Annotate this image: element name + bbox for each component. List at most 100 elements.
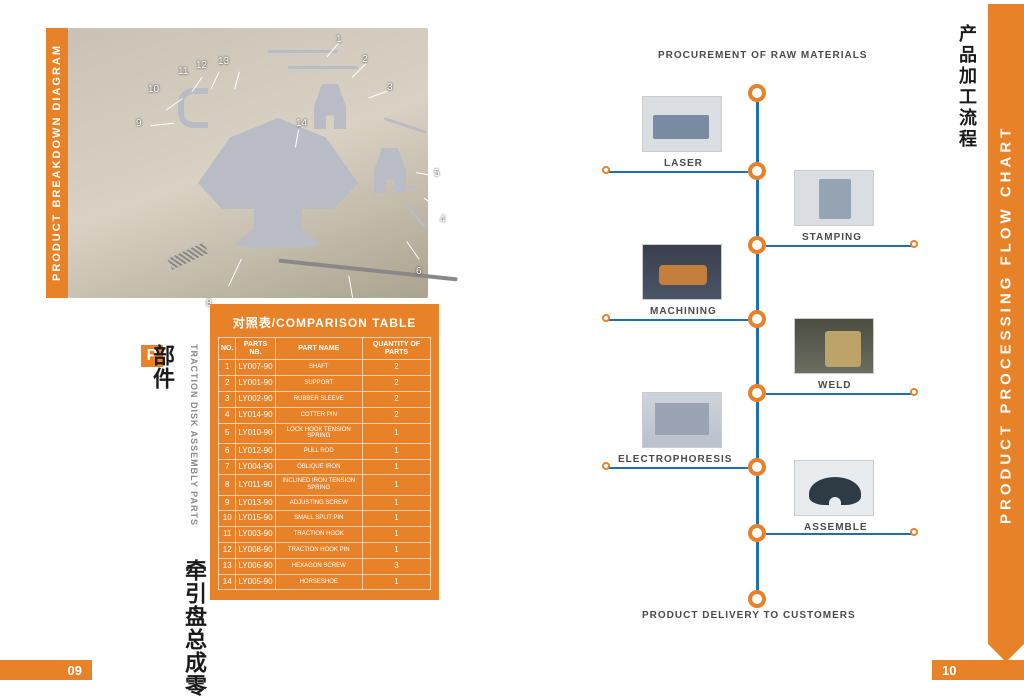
cell-name: RUBBER SLEEVE bbox=[275, 391, 362, 407]
cell-no: 10 bbox=[219, 511, 236, 527]
step-thumb-laser bbox=[642, 96, 722, 152]
callout-2: 2 bbox=[362, 54, 368, 65]
flow-chart-label-cn: 产品加工流程 bbox=[954, 24, 980, 150]
cell-no: 4 bbox=[219, 407, 236, 423]
col-name: PART NAME bbox=[275, 338, 362, 360]
cell-no: 1 bbox=[219, 360, 236, 376]
flow-chart-bar: PRODUCT PROCESSING FLOW CHART bbox=[988, 4, 1024, 644]
right-page: PRODUCT PROCESSING FLOW CHART 产品加工流程 PRO… bbox=[512, 0, 1024, 700]
cell-qty: 1 bbox=[362, 527, 430, 543]
callout-14: 14 bbox=[296, 118, 307, 129]
table-row: 6LY012-90PULL ROD1 bbox=[219, 443, 431, 459]
cell-qty: 2 bbox=[362, 376, 430, 392]
cell-nb: LY010-90 bbox=[236, 423, 275, 443]
process-flow-chart: PROCUREMENT OF RAW MATERIALS LASER STAMP… bbox=[598, 50, 928, 650]
col-no: NO. bbox=[219, 338, 236, 360]
cell-nb: LY006-90 bbox=[236, 558, 275, 574]
flow-node bbox=[748, 458, 766, 476]
table-header-row: NO. PARTS NB. PART NAME QUANTITY OF PART… bbox=[219, 338, 431, 360]
table-row: 1LY007-90SHAFT2 bbox=[219, 360, 431, 376]
cell-no: 12 bbox=[219, 542, 236, 558]
col-nb: PARTS NB. bbox=[236, 338, 275, 360]
flow-chart-label-en: PRODUCT PROCESSING FLOW CHART bbox=[988, 4, 1024, 644]
cell-name: OBLIQUE IRON bbox=[275, 459, 362, 475]
callout-11: 11 bbox=[178, 66, 188, 77]
callout-13: 13 bbox=[218, 56, 229, 67]
table-row: 5LY010-90LOCK HOOK TENSION SPRING1 bbox=[219, 423, 431, 443]
callout-6: 6 bbox=[416, 266, 422, 277]
callout-1: 1 bbox=[336, 34, 342, 45]
comparison-table: NO. PARTS NB. PART NAME QUANTITY OF PART… bbox=[218, 337, 431, 590]
cell-name: HORSESHOE bbox=[275, 574, 362, 590]
comparison-table-card: 对照表/COMPARISON TABLE NO. PARTS NB. PART … bbox=[210, 304, 439, 600]
cell-qty: 1 bbox=[362, 495, 430, 511]
step-thumb-assemble bbox=[794, 460, 874, 516]
flow-node bbox=[748, 236, 766, 254]
cell-name: ADJUSTING SCREW bbox=[275, 495, 362, 511]
cell-name: TRACTION HOOK PIN bbox=[275, 542, 362, 558]
table-row: 11LY003-90TRACTION HOOK1 bbox=[219, 527, 431, 543]
flow-node bbox=[748, 524, 766, 542]
table-row: 2LY001-90SUPPORT2 bbox=[219, 376, 431, 392]
step-label: LASER bbox=[664, 158, 703, 169]
step-thumb-stamping bbox=[794, 170, 874, 226]
table-row: 4LY014-90COTTER PIN2 bbox=[219, 407, 431, 423]
cell-no: 13 bbox=[219, 558, 236, 574]
cell-name: SUPPORT bbox=[275, 376, 362, 392]
page-number-right: 10 bbox=[932, 660, 1024, 680]
cell-nb: LY003-90 bbox=[236, 527, 275, 543]
page-number-left: 09 bbox=[0, 660, 92, 680]
cell-no: 14 bbox=[219, 574, 236, 590]
cell-name: SMALL SPLIT PIN bbox=[275, 511, 362, 527]
cell-nb: LY008-90 bbox=[236, 542, 275, 558]
table-row: 8LY011-90INCLINED IRON TENSION SPRING1 bbox=[219, 475, 431, 495]
cell-no: 5 bbox=[219, 423, 236, 443]
cell-no: 3 bbox=[219, 391, 236, 407]
step-label: ELECTROPHORESIS bbox=[618, 454, 732, 465]
cell-qty: 1 bbox=[362, 443, 430, 459]
cell-qty: 1 bbox=[362, 574, 430, 590]
callout-4: 4 bbox=[440, 214, 446, 225]
cell-nb: LY012-90 bbox=[236, 443, 275, 459]
cell-name: HEXAGON SCREW bbox=[275, 558, 362, 574]
table-title: 对照表/COMPARISON TABLE bbox=[218, 314, 431, 331]
col-qty: QUANTITY OF PARTS bbox=[362, 338, 430, 360]
table-row: 14LY005-90HORSESHOE1 bbox=[219, 574, 431, 590]
cell-qty: 2 bbox=[362, 360, 430, 376]
cell-no: 6 bbox=[219, 443, 236, 459]
cell-name: COTTER PIN bbox=[275, 407, 362, 423]
cell-nb: LY011-90 bbox=[236, 475, 275, 495]
step-thumb-machining bbox=[642, 244, 722, 300]
table-row: 9LY013-90ADJUSTING SCREW1 bbox=[219, 495, 431, 511]
cell-nb: LY004-90 bbox=[236, 459, 275, 475]
flow-node bbox=[748, 310, 766, 328]
catalog-spread: PRODUCT BREAKDOWN DIAGRAM 1 2 3 4 5 6 7 … bbox=[0, 0, 1024, 700]
cell-nb: LY013-90 bbox=[236, 495, 275, 511]
table-row: 3LY002-90RUBBER SLEEVE2 bbox=[219, 391, 431, 407]
cell-nb: LY014-90 bbox=[236, 407, 275, 423]
cell-nb: LY005-90 bbox=[236, 574, 275, 590]
callout-5: 5 bbox=[434, 168, 440, 179]
cell-nb: LY001-90 bbox=[236, 376, 275, 392]
section-title: TRACTION DISK ASSEMBLY PARTS 牵引盘总成零部件 bbox=[146, 344, 210, 700]
flow-top-caption: PROCUREMENT OF RAW MATERIALS bbox=[658, 50, 867, 61]
table-row: 13LY006-90HEXAGON SCREW3 bbox=[219, 558, 431, 574]
cell-name: INCLINED IRON TENSION SPRING bbox=[275, 475, 362, 495]
step-thumb-electrophoresis bbox=[642, 392, 722, 448]
table-row: 12LY008-90TRACTION HOOK PIN1 bbox=[219, 542, 431, 558]
step-label: STAMPING bbox=[802, 232, 862, 243]
cell-qty: 1 bbox=[362, 511, 430, 527]
flow-node bbox=[748, 590, 766, 608]
cell-no: 7 bbox=[219, 459, 236, 475]
table-row: 7LY004-90OBLIQUE IRON1 bbox=[219, 459, 431, 475]
cell-name: TRACTION HOOK bbox=[275, 527, 362, 543]
cell-nb: LY015-90 bbox=[236, 511, 275, 527]
cell-qty: 3 bbox=[362, 558, 430, 574]
step-label: WELD bbox=[818, 380, 851, 391]
step-thumb-weld bbox=[794, 318, 874, 374]
cell-nb: LY007-90 bbox=[236, 360, 275, 376]
callout-12: 12 bbox=[196, 60, 207, 71]
cell-no: 11 bbox=[219, 527, 236, 543]
flow-node bbox=[748, 84, 766, 102]
cell-qty: 2 bbox=[362, 407, 430, 423]
